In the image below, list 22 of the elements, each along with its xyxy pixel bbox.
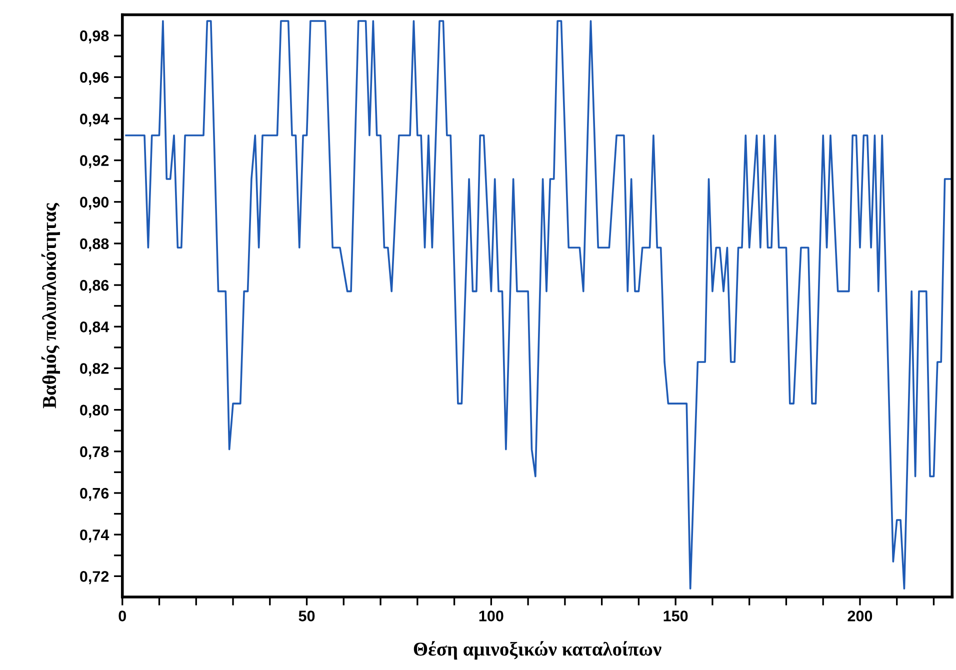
- x-tick-label: 150: [664, 610, 688, 622]
- y-tick-label: 0,92: [80, 155, 109, 168]
- y-tick-label: 0,86: [80, 280, 109, 293]
- y-tick-label: 0,98: [80, 30, 109, 44]
- y-tick-label: 0,74: [80, 529, 110, 542]
- x-tick-label: 100: [479, 610, 504, 622]
- line-series: [125, 20, 952, 590]
- y-tick-label: 0,84: [80, 322, 110, 335]
- y-axis-title: Βαθμός πολυπλοκότητας: [41, 202, 60, 408]
- y-tick-label: 0,88: [80, 238, 109, 252]
- y-tick-label: 0,82: [80, 363, 109, 376]
- y-tick-label: 0,90: [80, 196, 109, 210]
- y-tick-label: 0,76: [80, 488, 109, 501]
- x-axis-title: Θέση αμινοξικών καταλοίπων: [414, 641, 662, 660]
- y-tick-label: 0,72: [80, 571, 109, 584]
- y-tick-label: 0,96: [80, 72, 109, 86]
- y-tick-label: 0,78: [80, 446, 109, 460]
- y-tick-label: 0,94: [80, 114, 110, 127]
- y-tick-label: 0,80: [80, 404, 109, 418]
- x-tick-label: 50: [298, 610, 315, 622]
- x-tick-label: 200: [848, 610, 872, 622]
- x-tick-label: 0: [118, 610, 126, 622]
